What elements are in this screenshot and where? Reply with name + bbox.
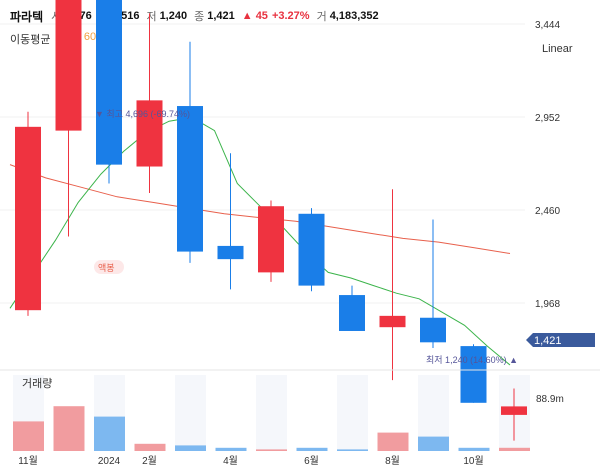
volume-column-bg [215, 375, 247, 451]
x-tick-label: 6월 [304, 455, 319, 467]
candle-body [339, 295, 365, 331]
volume-column-bg [296, 375, 328, 451]
volume-bar [296, 447, 328, 451]
x-tick-label: 11월 [18, 455, 38, 467]
candle-body [177, 106, 203, 252]
close-value: 1,421 [207, 10, 235, 22]
volume-bar [377, 432, 409, 451]
scale-mode-button[interactable]: Linear [542, 43, 573, 55]
ma-legend-label: 이동평균 [10, 34, 51, 46]
low-value: 1,240 [159, 10, 188, 22]
volume-backgrounds [13, 375, 530, 451]
x-tick-label: 4월 [223, 455, 238, 467]
candle-body [460, 346, 487, 403]
volume-bar [256, 449, 287, 451]
volume-label: 거 [316, 11, 327, 23]
y-tick-label: 2,952 [535, 113, 560, 124]
volume-column-bg [337, 375, 368, 451]
ma60-legend: 60 [83, 31, 97, 43]
low-annotation: 최저 1,240 (14.60%) ▲ [426, 355, 518, 365]
moving-average-lines [9, 116, 511, 366]
volume-bar [337, 449, 368, 451]
candle-body [217, 245, 244, 260]
candle-body [15, 126, 41, 311]
floating-label: 액봉 [98, 262, 115, 273]
x-tick-label: 10월 [463, 455, 483, 467]
volume-bar [175, 445, 206, 451]
current-price-label: 1,421 [534, 335, 562, 347]
volume-column-bg [175, 375, 206, 451]
volume-bar [53, 406, 85, 451]
volume-bar [13, 421, 44, 451]
change-value: ▲ 45 [241, 10, 268, 22]
volume-bars [13, 406, 530, 451]
current-price-tag [526, 333, 595, 347]
x-tick-label: 2월 [142, 455, 157, 467]
x-axis-ticks: 11월 2024 2월 4월 6월 8월 10월 [18, 455, 483, 467]
stock-name: 파라텍 [10, 9, 44, 24]
volume-axis-label: 88.9m [536, 394, 564, 405]
candle-body [136, 100, 163, 167]
candles [15, 0, 527, 441]
candle-body [96, 0, 122, 165]
candle-body [379, 315, 406, 328]
candle-body [55, 0, 82, 131]
x-tick-label: 2024 [98, 456, 121, 467]
volume-bar [499, 447, 530, 451]
high-annotation: ▼ 최고 4,696 (-69.74%) [95, 109, 190, 119]
candle-body [420, 317, 446, 343]
y-tick-label: 1,968 [535, 299, 560, 310]
volume-pane-label: 거래량 [22, 377, 52, 390]
low-label: 저 [146, 11, 157, 23]
volume-column-bg [256, 375, 287, 451]
x-tick-label: 8월 [385, 455, 400, 467]
close-label: 종 [194, 11, 205, 23]
y-tick-label: 3,444 [535, 20, 560, 31]
volume-value: 4,183,352 [329, 10, 379, 22]
ma5-line [9, 116, 511, 366]
volume-bar [418, 436, 449, 451]
floating-label-bg [94, 260, 124, 274]
change-percent: +3.27% [271, 10, 310, 22]
volume-column-bg [134, 375, 166, 451]
volume-bar [215, 447, 247, 451]
volume-bar [134, 443, 166, 451]
volume-bar [94, 416, 125, 451]
candle-body [298, 213, 325, 286]
y-tick-label: 2,460 [535, 206, 560, 217]
candle-body [501, 406, 527, 415]
candle-body [258, 206, 284, 273]
volume-bar [458, 447, 490, 451]
